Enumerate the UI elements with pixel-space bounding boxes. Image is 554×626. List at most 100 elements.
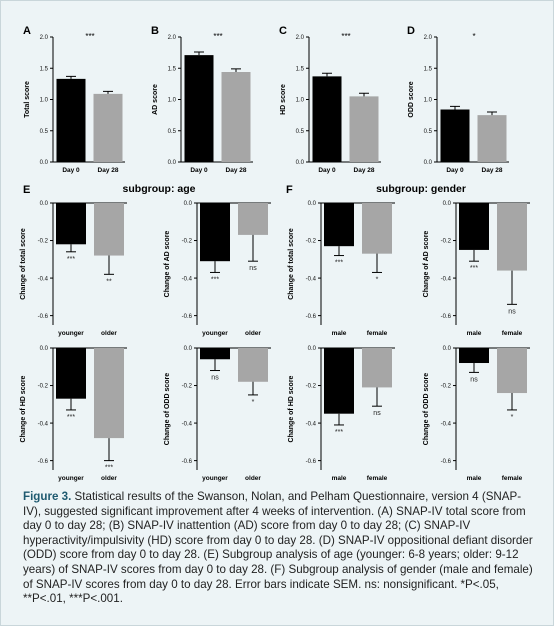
chart-F3: 0.0 -0.2 -0.4 -0.6 Change of HD score male ***…	[288, 346, 395, 482]
bar-significance-label: ***	[335, 429, 343, 436]
y-tick-label: 1.0	[40, 98, 49, 104]
bar-older	[238, 348, 268, 382]
category-label: male	[467, 330, 482, 337]
y-tick-label: -0.6	[441, 314, 452, 320]
y-tick-label: 0.0	[184, 346, 193, 352]
y-tick-label: 0.0	[40, 160, 49, 166]
bar-day-28	[93, 93, 123, 162]
y-tick-label: 1.0	[168, 98, 177, 104]
y-tick-label: -0.2	[441, 239, 452, 245]
panel-C: C	[279, 25, 287, 37]
y-tick-label: 1.5	[296, 66, 305, 72]
category-label: Day 28	[98, 167, 119, 174]
bar-day-28	[477, 115, 507, 162]
y-tick-label: -0.6	[306, 459, 317, 465]
bar-day-0	[184, 55, 214, 162]
bar-female	[362, 348, 392, 388]
bar-significance-label: ***	[67, 414, 75, 421]
bar-day-28	[221, 72, 251, 162]
y-tick-label: -0.6	[38, 314, 49, 320]
y-tick-label: 0.0	[168, 160, 177, 166]
y-tick-label: -0.4	[441, 421, 452, 427]
chart-E1: 0.0 -0.2 -0.4 -0.6 Change of total score youn…	[20, 201, 127, 337]
bar-significance-label: ***	[105, 465, 113, 472]
category-label: Day 28	[482, 167, 503, 174]
bar-male	[324, 348, 354, 414]
bar-significance-label: ***	[67, 256, 75, 263]
bar-significance-label: *	[252, 399, 255, 406]
significance-label: *	[472, 32, 475, 41]
caption-significance: *P<.05, **P<.01, ***P<.001.	[23, 577, 499, 606]
y-tick-label: -0.6	[306, 314, 317, 320]
bar-female	[497, 348, 527, 394]
chart-E2: 0.0 -0.2 -0.4 -0.6 Change of AD score younger…	[164, 201, 271, 337]
bar-male	[459, 203, 489, 250]
y-tick-label: 0.5	[296, 129, 305, 135]
category-label: female	[502, 330, 523, 337]
y-tick-label: -0.4	[306, 276, 317, 282]
y-tick-label: 2.0	[424, 35, 433, 41]
category-label: younger	[202, 330, 228, 337]
category-label: Day 0	[318, 167, 336, 174]
caption-label: Figure 3.	[23, 490, 72, 503]
y-tick-label: -0.2	[306, 239, 317, 245]
chart-E3: 0.0 -0.2 -0.4 -0.6 Change of HD score younger…	[20, 346, 127, 482]
y-axis-label: Change of total score	[20, 228, 27, 300]
y-tick-label: 0.0	[184, 201, 193, 207]
y-tick-label: -0.4	[38, 421, 49, 427]
y-tick-label: -0.6	[182, 314, 193, 320]
subgroup-gender-title: subgroup: gender	[376, 183, 466, 195]
y-axis-label: Change of HD score	[288, 375, 295, 442]
y-tick-label: -0.6	[441, 459, 452, 465]
bar-female	[362, 203, 392, 254]
y-tick-label: 0.0	[308, 201, 317, 207]
bar-older	[238, 203, 268, 235]
category-label: older	[101, 330, 117, 337]
category-label: female	[367, 330, 388, 337]
y-axis-label: ODD score	[408, 81, 415, 117]
category-label: older	[245, 330, 261, 337]
chart-F1: 0.0 -0.2 -0.4 -0.6 Change of total score male…	[288, 201, 395, 337]
y-tick-label: 0.0	[443, 201, 452, 207]
bar-older	[94, 203, 124, 256]
y-tick-label: -0.2	[182, 384, 193, 390]
bar-younger	[56, 348, 86, 399]
bar-significance-label: ns	[249, 265, 257, 272]
y-tick-label: -0.4	[441, 276, 452, 282]
bar-day-0	[312, 76, 342, 162]
y-tick-label: 0.0	[296, 160, 305, 166]
subgroup-age-title: subgroup: age	[123, 183, 196, 195]
y-axis-label: Total score	[24, 81, 31, 118]
panel-letter-c: C	[279, 25, 287, 37]
y-tick-label: 0.0	[40, 346, 49, 352]
y-tick-label: -0.2	[441, 384, 452, 390]
category-label: male	[467, 475, 482, 482]
panel-letter-d: D	[407, 25, 415, 37]
y-tick-label: 1.5	[168, 66, 177, 72]
y-tick-label: -0.4	[306, 421, 317, 427]
chart-C: 0.0 0.5 1.0 1.5 2.0 HD score Day 0 Day 28 ***	[280, 32, 381, 174]
y-tick-label: 2.0	[40, 35, 49, 41]
category-label: Day 28	[354, 167, 375, 174]
bar-older	[94, 348, 124, 439]
category-label: male	[332, 475, 347, 482]
bar-significance-label: ns	[373, 410, 381, 417]
y-tick-label: 0.0	[308, 346, 317, 352]
category-label: Day 28	[226, 167, 247, 174]
chart-D: 0.0 0.5 1.0 1.5 2.0 ODD score Day 0 Day 28 *	[408, 32, 509, 174]
significance-label: ***	[213, 32, 222, 41]
panel-letter-e: E	[23, 184, 30, 196]
y-tick-label: -0.4	[182, 276, 193, 282]
y-tick-label: 1.5	[40, 66, 49, 72]
bar-female	[497, 203, 527, 271]
panel-letter-b: B	[151, 25, 159, 37]
category-label: younger	[58, 330, 84, 337]
significance-label: ***	[85, 32, 94, 41]
figure-svg: A B C D E F subgroup: age subgroup: gend…	[20, 25, 530, 482]
panel-A: A	[23, 25, 31, 37]
bar-significance-label: ns	[508, 308, 516, 315]
bar-day-28	[349, 96, 379, 162]
y-tick-label: -0.2	[182, 239, 193, 245]
y-tick-label: -0.2	[306, 384, 317, 390]
bar-younger	[56, 203, 86, 245]
